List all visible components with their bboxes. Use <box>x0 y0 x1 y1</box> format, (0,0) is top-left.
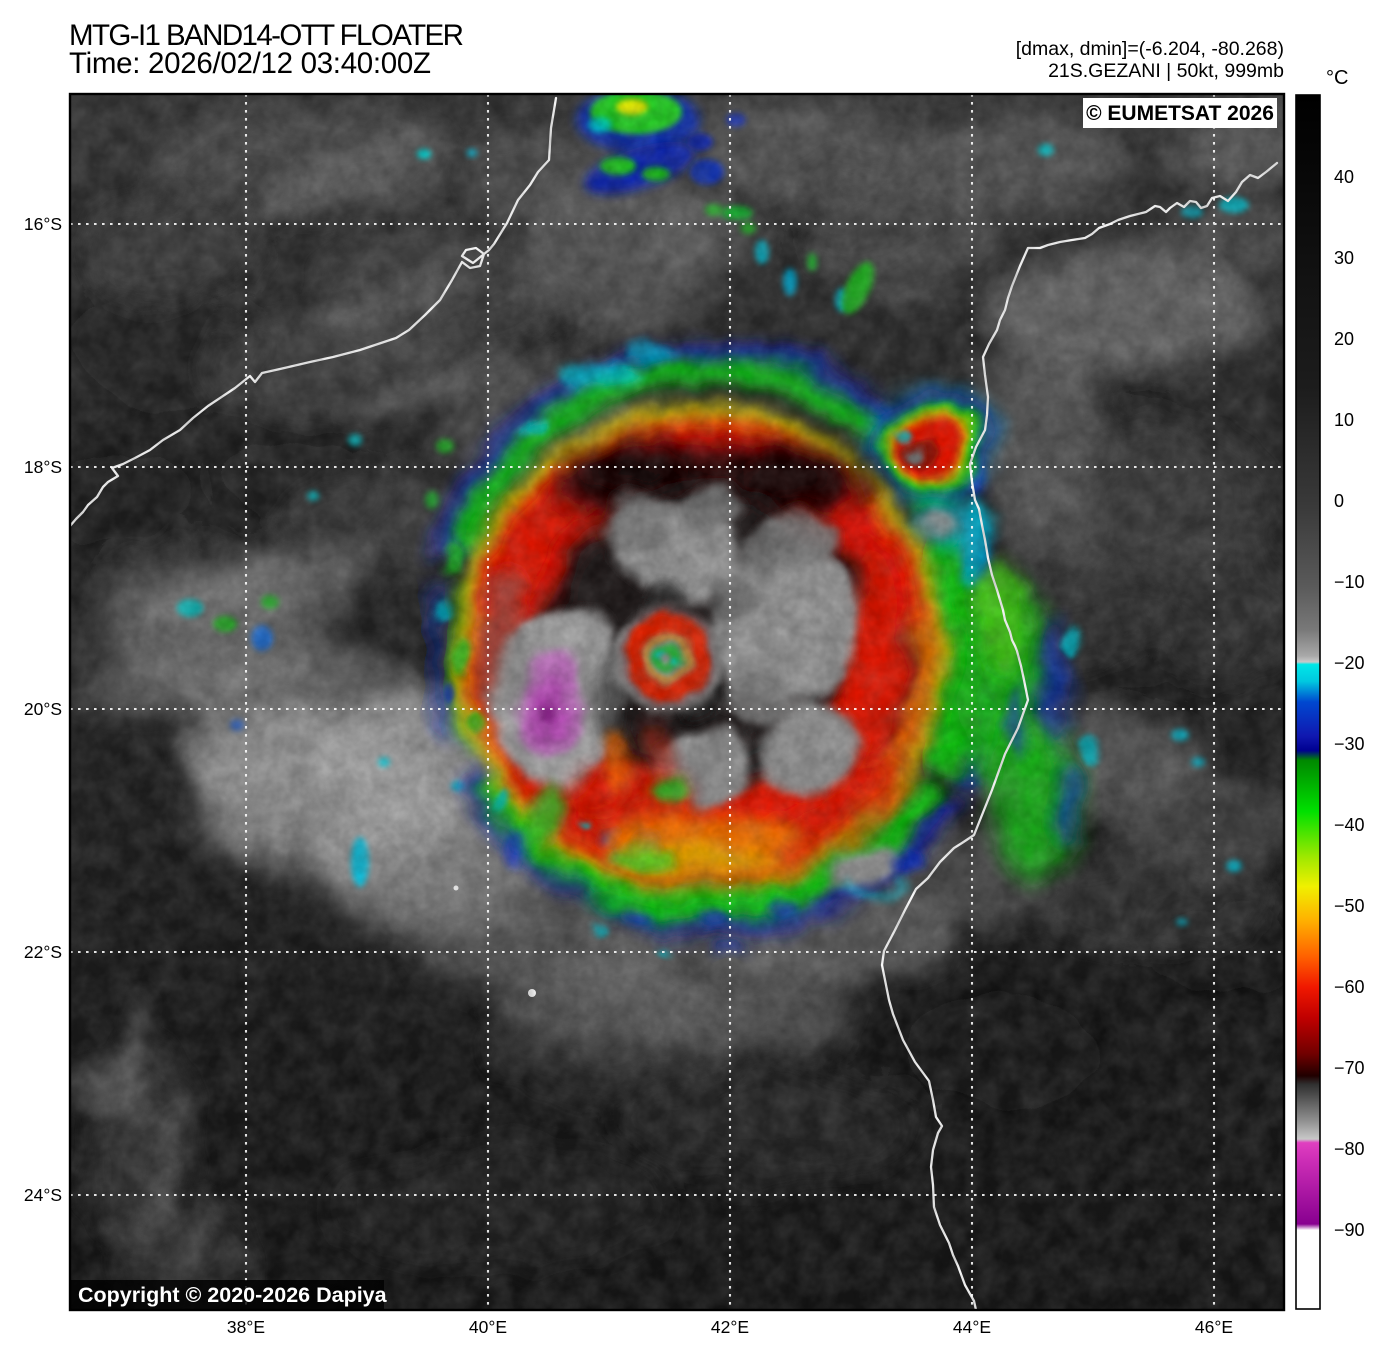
svg-text:−70: −70 <box>1334 1058 1365 1078</box>
svg-text:−20: −20 <box>1334 653 1365 673</box>
svg-text:Copyright © 2020-2026 Dapiya: Copyright © 2020-2026 Dapiya <box>78 1283 388 1307</box>
svg-text:−30: −30 <box>1334 734 1365 754</box>
svg-text:−40: −40 <box>1334 815 1365 835</box>
svg-text:44°E: 44°E <box>953 1317 991 1337</box>
svg-text:40°E: 40°E <box>469 1317 507 1337</box>
svg-text:38°E: 38°E <box>227 1317 265 1337</box>
svg-text:21S.GEZANI | 50kt, 999mb: 21S.GEZANI | 50kt, 999mb <box>1048 60 1284 82</box>
svg-text:−50: −50 <box>1334 896 1365 916</box>
svg-text:46°E: 46°E <box>1195 1317 1233 1337</box>
svg-text:[dmax, dmin]=(-6.204, -80.268): [dmax, dmin]=(-6.204, -80.268) <box>1016 38 1284 60</box>
svg-text:© EUMETSAT 2026: © EUMETSAT 2026 <box>1086 102 1274 125</box>
svg-text:20: 20 <box>1334 329 1354 349</box>
svg-text:MTG-I1 BAND14-OTT FLOATER: MTG-I1 BAND14-OTT FLOATER <box>69 19 463 52</box>
svg-text:0: 0 <box>1334 491 1344 511</box>
svg-text:24°S: 24°S <box>24 1185 62 1205</box>
svg-text:40: 40 <box>1334 167 1354 187</box>
svg-text:18°S: 18°S <box>24 457 62 477</box>
svg-text:−80: −80 <box>1334 1139 1365 1159</box>
svg-text:16°S: 16°S <box>24 214 62 234</box>
svg-text:−10: −10 <box>1334 572 1365 592</box>
svg-text:−60: −60 <box>1334 977 1365 997</box>
svg-text:22°S: 22°S <box>24 942 62 962</box>
svg-text:−90: −90 <box>1334 1220 1365 1240</box>
svg-text:°C: °C <box>1326 67 1348 89</box>
svg-text:Time: 2026/02/12 03:40:00Z: Time: 2026/02/12 03:40:00Z <box>69 47 431 80</box>
svg-text:42°E: 42°E <box>711 1317 749 1337</box>
svg-text:10: 10 <box>1334 410 1354 430</box>
svg-text:20°S: 20°S <box>24 699 62 719</box>
svg-text:30: 30 <box>1334 248 1354 268</box>
